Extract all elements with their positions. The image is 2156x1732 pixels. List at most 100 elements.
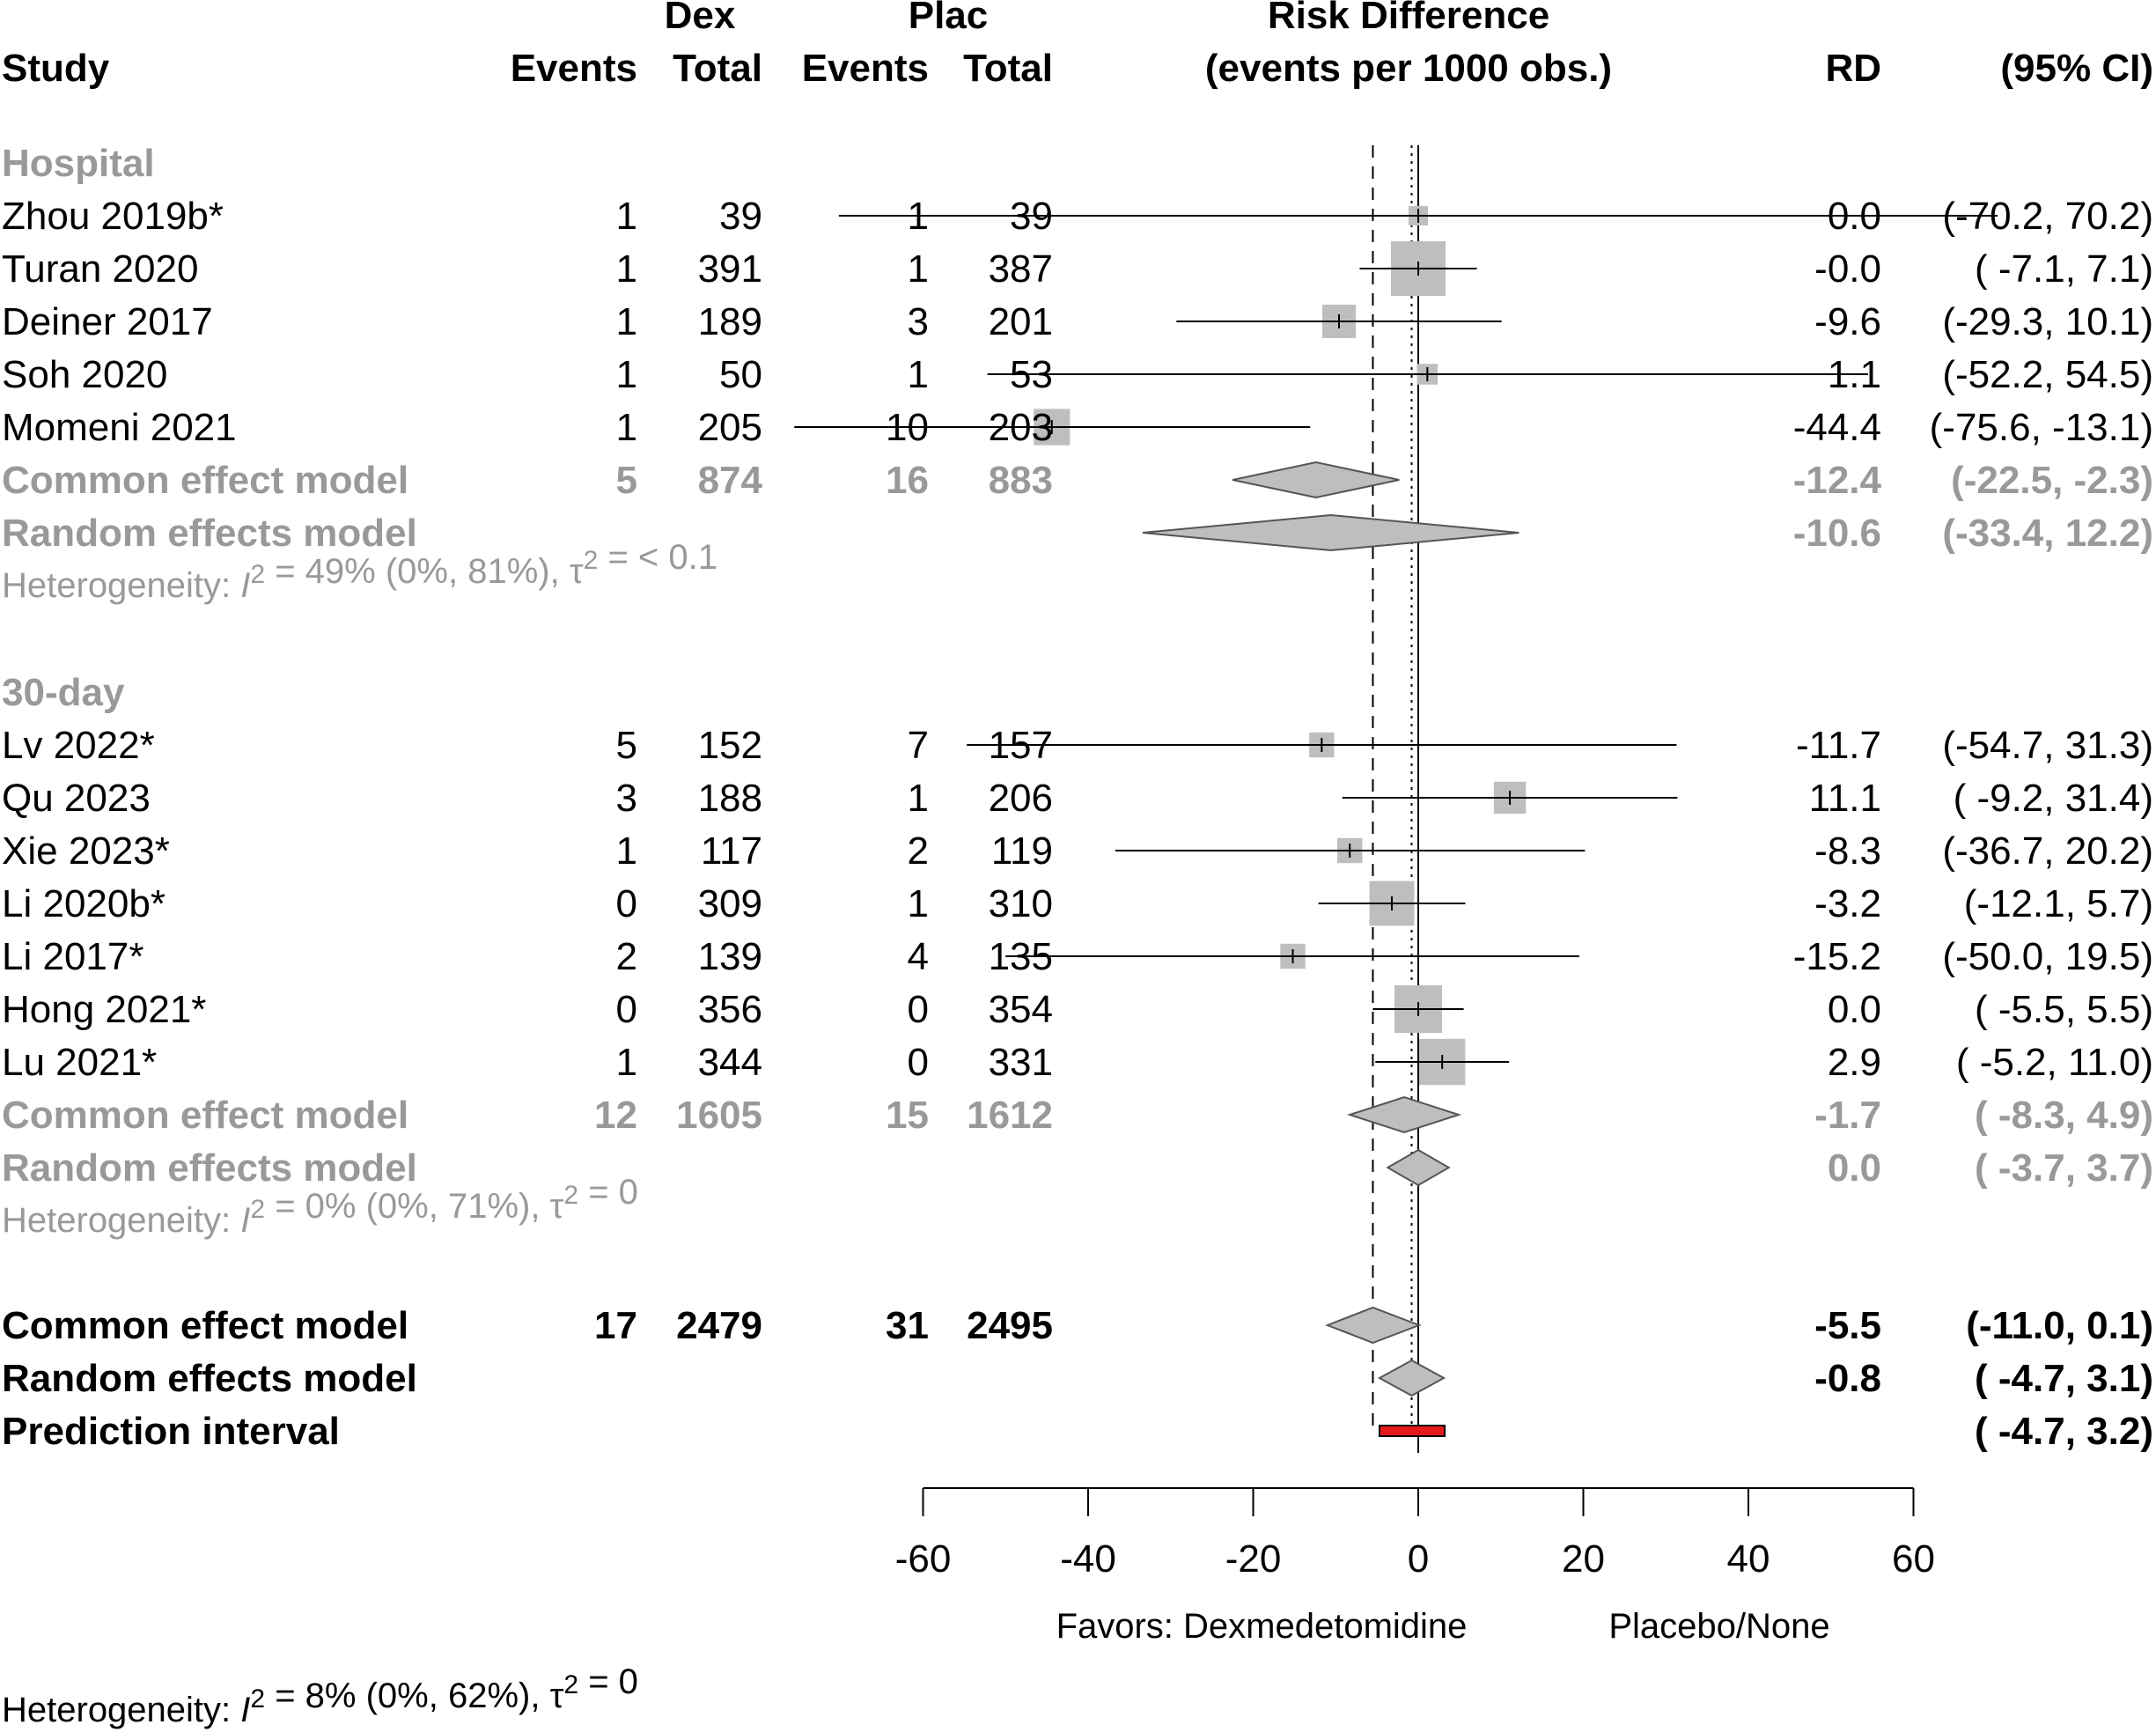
dex-total: 344 — [698, 1041, 762, 1084]
subgroup-common-rd: -12.4 — [1793, 459, 1882, 502]
overall-common-diamond — [1325, 1306, 1422, 1345]
plac-total: 206 — [989, 777, 1053, 820]
rd-value: 1.1 — [1828, 353, 1881, 396]
plac-total: 119 — [991, 829, 1053, 873]
dex-total: 309 — [698, 882, 762, 925]
header-dex: Dex — [665, 0, 736, 37]
overall-common-plac-events: 31 — [886, 1304, 929, 1347]
plac-total: 201 — [989, 300, 1053, 343]
overall-random-label: Random effects model — [2, 1357, 417, 1400]
dex-total: 39 — [719, 195, 762, 238]
overall-common-label: Common effect model — [2, 1304, 408, 1347]
subgroup-heterogeneity: Heterogeneity: I2 = 0% (0%, 71%), τ2 = 0 — [2, 1173, 638, 1240]
header-ci: (95% CI) — [2000, 47, 2153, 90]
x-axis-tick-label: -20 — [1225, 1537, 1282, 1581]
ci-value: (-52.2, 54.5) — [1942, 353, 2153, 396]
dex-events: 1 — [616, 247, 637, 291]
dex-events: 1 — [616, 406, 637, 449]
subgroup-common-diamond — [1346, 1095, 1462, 1134]
dex-events: 3 — [616, 777, 637, 820]
prediction-label: Prediction interval — [2, 1410, 340, 1453]
study-name: Hong 2021* — [2, 988, 206, 1031]
subgroup-common-ci: (-22.5, -2.3) — [1951, 459, 2153, 502]
subgroup-header: Hospital — [2, 142, 155, 185]
x-axis-tick-label: 20 — [1562, 1537, 1605, 1581]
subgroup-common-label: Common effect model — [2, 459, 408, 502]
ci-value: ( -9.2, 31.4) — [1954, 777, 2153, 820]
plac-total: 135 — [989, 935, 1053, 978]
overall-common-rd: -5.5 — [1814, 1304, 1881, 1347]
header-rd-title: Risk Difference — [1268, 0, 1549, 37]
subgroup-random-ci: ( -3.7, 3.7) — [1975, 1146, 2153, 1190]
rd-value: 11.1 — [1809, 777, 1881, 820]
plac-events: 3 — [908, 300, 929, 343]
header-plac-total: Total — [963, 47, 1053, 90]
ci-value: (-75.6, -13.1) — [1930, 406, 2153, 449]
subgroup-random-rd: -10.6 — [1793, 512, 1881, 555]
plac-total: 53 — [1010, 353, 1053, 396]
plac-events: 10 — [886, 406, 929, 449]
plac-events: 4 — [908, 935, 929, 978]
ci-value: (-36.7, 20.2) — [1942, 829, 2153, 873]
subgroup-common-plac-events: 16 — [886, 459, 929, 502]
subgroup-common-plac-events: 15 — [886, 1094, 929, 1137]
plac-events: 1 — [908, 882, 929, 925]
study-name: Deiner 2017 — [2, 300, 213, 343]
rd-value: 0.0 — [1828, 988, 1881, 1031]
dex-events: 0 — [616, 988, 637, 1031]
study-name: Li 2020b* — [2, 882, 166, 925]
study-name: Momeni 2021 — [2, 406, 237, 449]
study-name: Soh 2020 — [2, 353, 167, 396]
ci-value: (-54.7, 31.3) — [1942, 724, 2153, 767]
overall-heterogeneity: Heterogeneity: I2 = 8% (0%, 62%), τ2 = 0 — [2, 1662, 638, 1729]
header-rd: RD — [1825, 47, 1881, 90]
rd-value: 2.9 — [1828, 1041, 1881, 1084]
subgroup-header: 30-day — [2, 671, 125, 714]
header-dex-total: Total — [673, 47, 762, 90]
dex-events: 2 — [616, 935, 637, 978]
x-axis-tick-label: 0 — [1408, 1537, 1429, 1581]
dex-total: 391 — [698, 247, 762, 291]
overall-common-dex-total: 2479 — [676, 1304, 762, 1347]
overall-common-plac-total: 2495 — [967, 1304, 1053, 1347]
plac-total: 310 — [989, 882, 1053, 925]
dex-total: 139 — [698, 935, 762, 978]
subgroup-common-plac-total: 1612 — [967, 1094, 1053, 1137]
dex-total: 205 — [698, 406, 762, 449]
plac-total: 331 — [989, 1041, 1053, 1084]
study-name: Xie 2023* — [2, 829, 170, 873]
subgroup-heterogeneity: Heterogeneity: I2 = 49% (0%, 81%), τ2 = … — [2, 538, 717, 605]
overall-random-ci: ( -4.7, 3.1) — [1975, 1357, 2153, 1400]
ci-value: ( -5.2, 11.0) — [1956, 1041, 2153, 1084]
subgroup-common-diamond — [1232, 461, 1400, 499]
plot-lines-layer — [922, 145, 1915, 1516]
plac-events: 1 — [908, 353, 929, 396]
header-study: Study — [2, 47, 110, 90]
rd-value: -8.3 — [1814, 829, 1881, 873]
dex-events: 1 — [616, 300, 637, 343]
subgroup-random-rd: 0.0 — [1828, 1146, 1881, 1190]
study-name: Lu 2021* — [2, 1041, 157, 1084]
subgroup-common-rd: -1.7 — [1814, 1094, 1881, 1137]
x-axis-tick-label: -60 — [895, 1537, 952, 1581]
plac-events: 1 — [908, 195, 929, 238]
plac-total: 39 — [1010, 195, 1053, 238]
rd-value: -0.0 — [1814, 247, 1881, 291]
plot-marks-layer — [794, 206, 1998, 1437]
study-name: Zhou 2019b* — [2, 195, 224, 238]
dex-events: 1 — [616, 195, 637, 238]
subgroup-common-dex-events: 12 — [594, 1094, 637, 1137]
dex-events: 1 — [616, 353, 637, 396]
dex-total: 189 — [698, 300, 762, 343]
favors-right-label: Placebo/None — [1608, 1607, 1829, 1646]
subgroup-common-label: Common effect model — [2, 1094, 408, 1137]
subgroup-random-ci: (-33.4, 12.2) — [1942, 512, 2153, 555]
header-plac: Plac — [909, 0, 989, 37]
plac-events: 1 — [908, 777, 929, 820]
plac-events: 0 — [908, 988, 929, 1031]
plac-total: 387 — [989, 247, 1053, 291]
rd-value: 0.0 — [1828, 195, 1881, 238]
subgroup-common-ci: ( -8.3, 4.9) — [1975, 1094, 2153, 1137]
